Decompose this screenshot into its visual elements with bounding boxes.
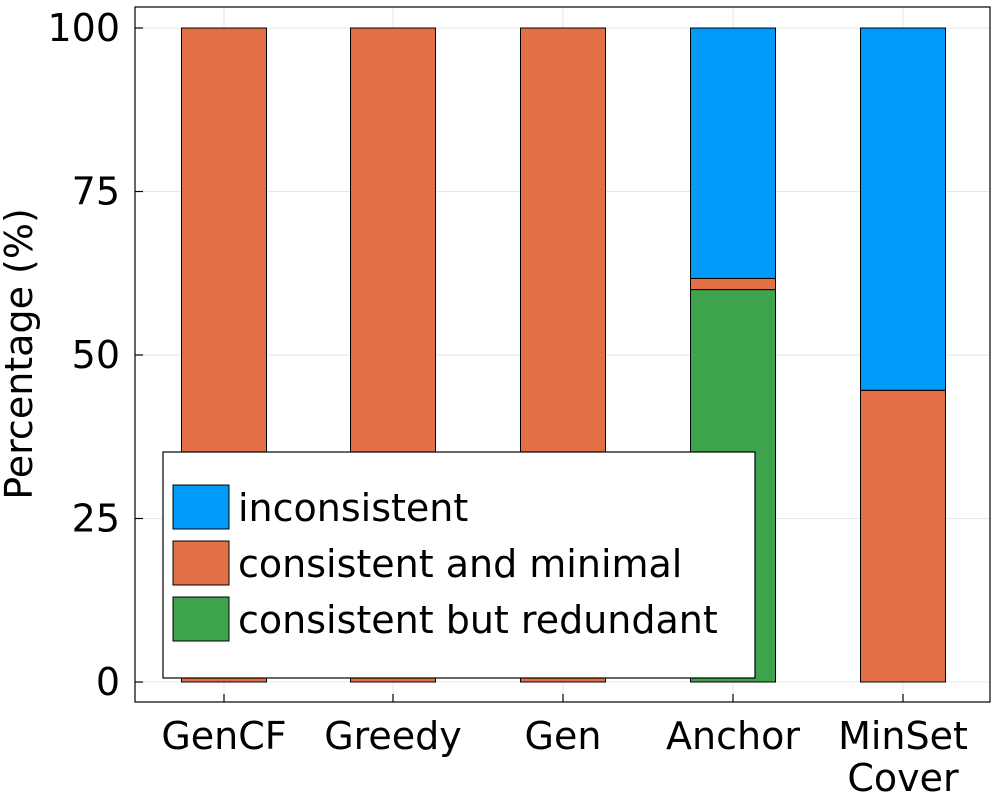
axis-ticks [135, 27, 904, 702]
legend-label: consistent and minimal [238, 542, 682, 586]
legend: inconsistent consistent and minimal consis… [162, 451, 756, 679]
x-tick-label: Anchor [666, 714, 800, 758]
y-tick-label: 25 [72, 497, 120, 541]
y-tick-labels: 0 25 50 75 100 [47, 6, 120, 704]
x-tick-label: Cover [847, 756, 959, 800]
bar-segment-inconsistent [690, 27, 776, 279]
legend-label: consistent but redundant [238, 598, 718, 642]
legend-box [162, 451, 756, 679]
bar-segment-inconsistent [860, 27, 946, 391]
y-tick-label: 50 [72, 333, 120, 377]
x-tick-label: GenCF [161, 714, 286, 758]
x-tick-label: MinSet [838, 714, 968, 758]
x-tick-label: Gen [525, 714, 602, 758]
legend-swatch [172, 596, 230, 642]
x-tick-label: Greedy [324, 714, 462, 758]
bar-segment-consistent-and-minimal [860, 389, 946, 683]
legend-label: inconsistent [238, 486, 468, 530]
legend-swatch [172, 484, 230, 530]
legend-swatch [172, 540, 230, 586]
bar-segment-consistent-and-minimal [690, 277, 776, 291]
y-tick-label: 100 [47, 6, 120, 50]
y-axis-title: Percentage (%) [0, 208, 41, 500]
y-tick-label: 0 [96, 660, 120, 704]
y-tick-label: 75 [72, 170, 120, 214]
